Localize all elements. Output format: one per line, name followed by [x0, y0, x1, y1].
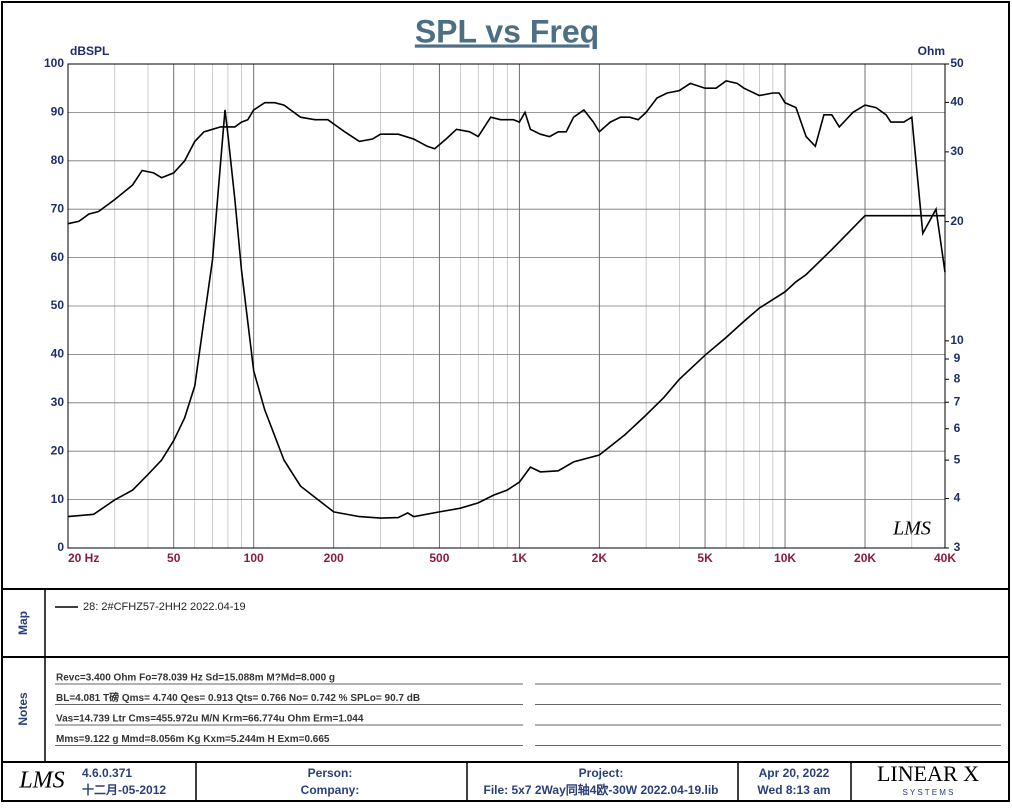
logo: LMS	[18, 768, 64, 794]
y-tick-label: 40	[51, 347, 65, 361]
x-tick-label: 5K	[697, 551, 713, 565]
project: Project:	[579, 766, 624, 780]
panel-label: Map	[16, 611, 30, 635]
file: File: 5x7 2Way同轴4欧-30W 2022.04-19.lib	[484, 782, 719, 797]
y-tick-label: 20	[51, 443, 65, 457]
x-tick-label: 200	[324, 551, 344, 565]
y-tick-label: 80	[51, 153, 65, 167]
y-tick-label: 10	[51, 492, 65, 506]
y2-tick-label: 10	[950, 333, 964, 347]
series-line	[67, 80, 946, 273]
x-tick-label: 20K	[854, 551, 876, 565]
legend-label: 28: 2#CFHZ57-2HH2 2022.04-19	[83, 601, 246, 613]
x-tick-label: 100	[244, 551, 264, 565]
build-date: 十二月-05-2012	[82, 782, 166, 797]
y2-tick-label: 50	[950, 56, 964, 70]
y-tick-label: 50	[51, 298, 65, 312]
x-tick-label: 1K	[512, 551, 528, 565]
x-tick-label: 50	[167, 551, 181, 565]
note-line: Vas=14.739 Ltr Cms=455.972u M/N Krm=66.7…	[56, 714, 364, 725]
x-tick-label: 2K	[592, 551, 608, 565]
y-tick-label: 90	[51, 105, 65, 119]
plot	[67, 63, 949, 549]
y-tick-label: 30	[51, 395, 65, 409]
y2-tick-label: 9	[954, 351, 961, 365]
y-tick-label: 100	[44, 56, 64, 70]
version: 4.6.0.371	[82, 766, 132, 780]
y-tick-label: 0	[57, 540, 64, 554]
plot-border	[67, 63, 946, 549]
x-tick-label: 10K	[774, 551, 796, 565]
y2-tick-label: 7	[954, 394, 961, 408]
time: Wed 8:13 am	[757, 783, 830, 797]
company: Company:	[301, 783, 360, 797]
y2-tick-label: 5	[954, 452, 961, 466]
y2-tick-label: 20	[950, 214, 964, 228]
date: Apr 20, 2022	[759, 766, 830, 780]
y-tick-label: 70	[51, 201, 65, 215]
person: Person:	[308, 766, 353, 780]
notes: Revc=3.400 Ohm Fo=78.039 Hz Sd=15.088m M…	[55, 673, 1001, 746]
watermark: LMS	[892, 518, 931, 540]
y2-tick-label: 40	[950, 95, 964, 109]
panel-label: Notes	[16, 692, 30, 726]
x-tick-label: 40K	[934, 551, 956, 565]
note-line: BL=4.081 T磅 Qms= 4.740 Qes= 0.913 Qts= 0…	[56, 691, 420, 704]
y2-tick-label: 8	[954, 371, 961, 385]
x-tick-label: 500	[429, 551, 449, 565]
y-tick-label: 60	[51, 250, 65, 264]
chart-title: SPL vs Freq	[415, 13, 599, 49]
y2-tick-label: 4	[954, 491, 961, 505]
legend: 28: 2#CFHZ57-2HH2 2022.04-19	[55, 601, 246, 613]
brand: LINEAR X	[877, 761, 979, 786]
note-line: Mms=9.122 g Mmd=8.056m Kg Kxm=5.244m H E…	[56, 734, 330, 745]
y2-tick-label: 3	[954, 540, 961, 554]
note-line: Revc=3.400 Ohm Fo=78.039 Hz Sd=15.088m M…	[56, 673, 335, 684]
brand-sub: S Y S T E M S	[903, 788, 954, 797]
y2-tick-label: 6	[954, 421, 961, 435]
series-line	[67, 109, 945, 519]
x-tick-label: 20 Hz	[68, 551, 99, 565]
y2-tick-label: 30	[950, 144, 964, 158]
y-axis-label: dBSPL	[70, 44, 109, 58]
y2-axis-label: Ohm	[918, 44, 945, 58]
